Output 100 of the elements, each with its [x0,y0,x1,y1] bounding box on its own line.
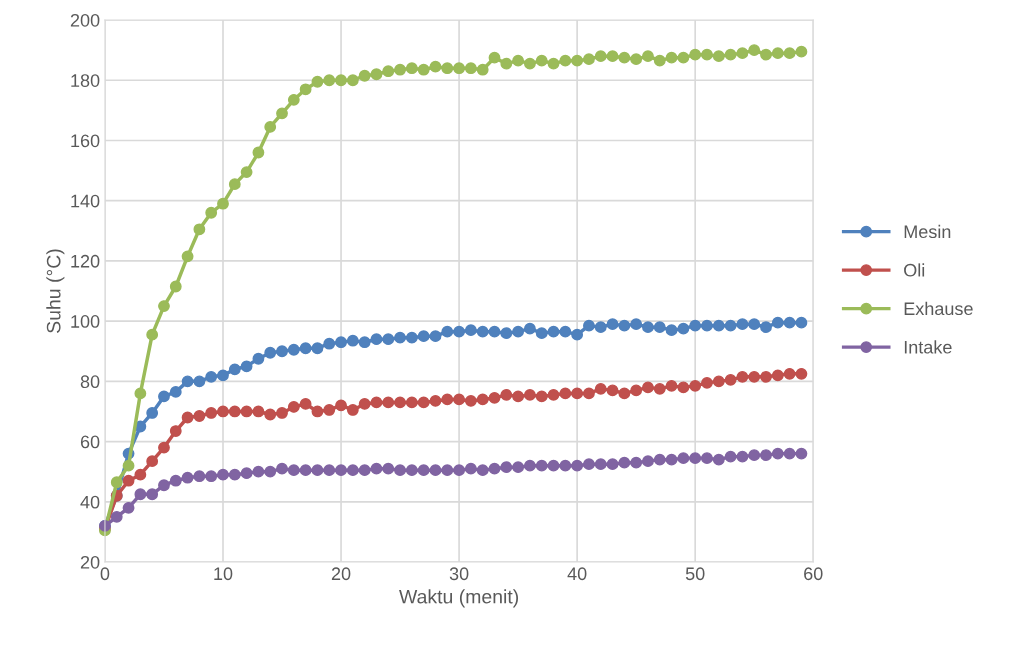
point [488,392,501,404]
x-tick-label: 40 [567,567,587,581]
point [382,462,395,475]
point [583,53,595,66]
point [736,370,749,383]
point [429,60,442,73]
point [122,474,135,487]
point [630,318,643,331]
point [712,453,725,466]
point [417,63,430,76]
point [795,367,808,380]
point [311,405,324,418]
point [783,367,796,380]
point [370,462,383,475]
point [653,382,666,395]
point [158,390,170,403]
point [464,462,477,475]
point [547,459,560,472]
point [488,325,501,338]
point [500,389,513,401]
point [583,319,595,332]
point [146,328,159,341]
legend-label: Exhause [904,301,973,316]
point [642,50,654,63]
point [335,399,347,412]
y-tick-label: 140 [71,194,100,208]
y-tick-label: 60 [80,435,100,449]
point [453,393,465,406]
y-tick-label: 120 [71,254,100,268]
point [429,464,442,477]
y-tick-label: 200 [70,13,100,27]
point [146,488,159,501]
point [417,396,430,409]
x-tick-label: 20 [331,567,351,581]
point [358,398,371,410]
point [276,345,288,358]
point [736,47,749,60]
y-tick-label: 100 [71,315,100,328]
point [358,336,371,349]
point [594,458,607,471]
point [606,384,619,397]
point [618,387,631,400]
point [665,379,678,392]
point [618,319,631,332]
x-tick-label: 60 [804,567,823,581]
point [240,467,253,480]
legend-label: Intake [904,340,952,354]
point [394,63,406,76]
point [346,334,359,347]
point [760,48,772,61]
point [795,316,808,329]
y-tick-label: 20 [80,555,100,569]
point [524,322,536,335]
x-tick-label: 30 [449,567,469,581]
point [724,373,737,386]
point [677,381,690,394]
point [346,74,359,87]
y-tick-label: 40 [80,495,100,509]
point [158,300,170,312]
point [323,337,336,350]
point [571,459,584,472]
point [712,319,725,332]
point [217,405,229,418]
point [217,369,229,382]
point [701,319,713,332]
point [594,382,607,395]
point [405,464,418,477]
point [158,441,170,454]
point [653,453,666,466]
point [323,464,336,477]
point [535,54,548,67]
point [547,57,560,70]
point [429,330,442,343]
point [287,93,300,106]
point [228,468,241,481]
point [441,393,454,406]
point [146,407,159,419]
point [500,327,513,340]
point [653,54,666,67]
point [689,452,702,465]
point [382,333,395,346]
point [618,456,631,469]
point [665,324,678,337]
point [299,83,312,96]
point [217,197,229,210]
point [394,331,406,344]
point [276,462,288,475]
point [677,51,690,64]
point [382,65,395,78]
point [571,328,584,341]
point [524,459,536,472]
point [760,321,772,334]
point [736,450,749,463]
point [181,250,194,263]
point [630,53,643,66]
x-tick-label: 0 [100,567,110,581]
point [606,50,619,63]
point [642,455,654,468]
point [299,342,312,355]
point [464,324,477,337]
